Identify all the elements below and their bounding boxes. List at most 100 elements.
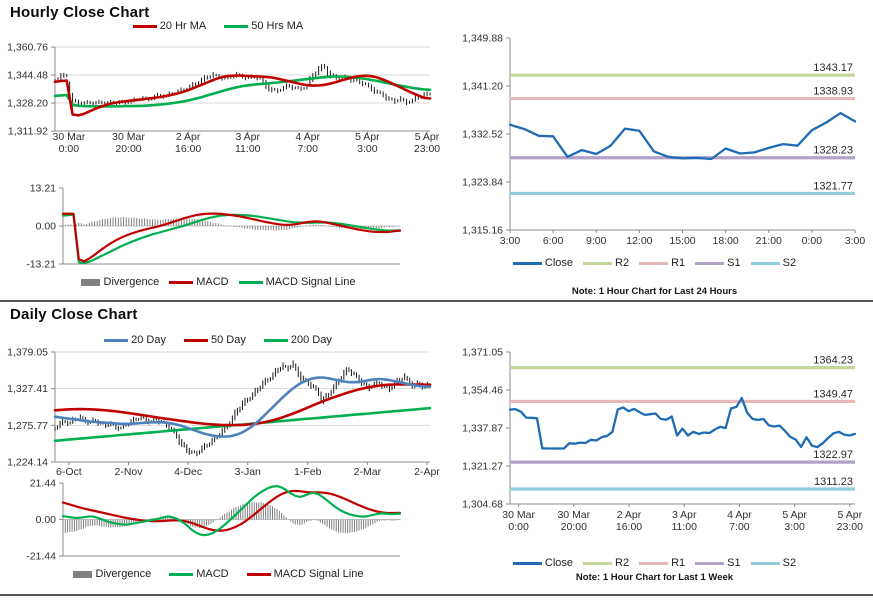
x-axis-tick-label: 5 Apr bbox=[415, 131, 440, 143]
y-axis-tick-label: 1,328.20 bbox=[7, 98, 48, 110]
legend-item-s1: S1 bbox=[695, 257, 741, 269]
y-axis-tick-label: -13.21 bbox=[26, 259, 56, 271]
y-axis-tick-label: 1,321.27 bbox=[462, 461, 503, 473]
x-axis-tick-label: 3:00 bbox=[845, 235, 866, 247]
close-swatch-icon bbox=[512, 261, 542, 265]
pivot-label-s2: 1311.23 bbox=[814, 476, 853, 488]
legend-label: Divergence bbox=[95, 568, 152, 580]
y-axis-tick-label: 1,332.52 bbox=[462, 129, 503, 141]
legend-item-r2: R2 bbox=[583, 257, 629, 269]
x-axis-tick-label: 11:00 bbox=[235, 143, 261, 155]
macd-swatch-icon bbox=[169, 280, 194, 284]
y-axis-tick-label: 1,360.76 bbox=[7, 42, 48, 54]
x-axis-tick-label: 0:00 bbox=[802, 235, 823, 247]
legend-item-20day: 20 Day bbox=[104, 334, 166, 346]
hourly-section-title: Hourly Close Chart bbox=[10, 4, 150, 21]
y-axis-tick-label: 1,371.05 bbox=[462, 347, 503, 359]
x-axis-tick-label: 20:00 bbox=[561, 521, 587, 533]
daily-macd-chart: 21.44 0.00 -21.44 bbox=[26, 478, 402, 563]
close-line bbox=[508, 111, 857, 161]
legend-label: Close bbox=[544, 557, 574, 569]
legend-item-50hr-ma: 50 Hrs MA bbox=[224, 20, 303, 32]
legend-label: R2 bbox=[615, 557, 630, 569]
x-axis-tick-label: 3:00 bbox=[357, 143, 378, 155]
x-axis-tick-label: 23:00 bbox=[414, 143, 440, 155]
x-axis-tick-label: 18:00 bbox=[712, 235, 738, 247]
legend-label: MACD bbox=[196, 568, 229, 580]
pivot-24h-legend: Close R2 R1 S1 S2 bbox=[436, 257, 873, 269]
x-axis-tick-label: 21:00 bbox=[756, 235, 782, 247]
daily-macd-legend: Divergence MACD MACD Signal Line bbox=[0, 568, 436, 580]
legend-label: 50 Day bbox=[211, 334, 246, 346]
legend-label: S1 bbox=[727, 557, 741, 569]
x-axis-tick-label: 7:00 bbox=[729, 521, 750, 533]
x-axis-tick-label: 9:00 bbox=[586, 235, 607, 247]
pivot-label-r1: 1349.47 bbox=[813, 388, 853, 400]
x-axis-tick-label: 6-Oct bbox=[56, 466, 82, 478]
pivot-label-s1: 1322.97 bbox=[813, 449, 853, 461]
20day-swatch-icon bbox=[104, 338, 129, 342]
y-axis-tick-label: 21.44 bbox=[30, 478, 56, 490]
pivot-1week-note: Note: 1 Hour Chart for Last 1 Week bbox=[575, 572, 734, 583]
legend-item-s2: S2 bbox=[750, 557, 796, 569]
x-axis-tick-label: 2 Apr bbox=[176, 131, 201, 143]
y-axis-tick-label: 0.00 bbox=[36, 514, 57, 526]
legend-item-s2: S2 bbox=[750, 257, 796, 269]
x-axis-tick-label: 1-Feb bbox=[294, 466, 322, 478]
r1-swatch-icon bbox=[639, 261, 669, 265]
x-axis-tick-label: 0:00 bbox=[59, 143, 80, 155]
50hr-ma-swatch-icon bbox=[224, 24, 249, 28]
y-axis-tick-label: 1,379.05 bbox=[7, 347, 48, 359]
daily-ma-legend: 20 Day 50 Day 200 Day bbox=[0, 334, 436, 346]
x-axis-tick-label: 3 Apr bbox=[672, 509, 697, 521]
hourly-macd-chart: 13.21 0.00 -13.21 bbox=[26, 183, 402, 271]
macd-line bbox=[61, 212, 402, 263]
x-axis-tick-label: 4 Apr bbox=[295, 131, 320, 143]
pivot-24h-note: Note: 1 Hour Chart for Last 24 Hours bbox=[571, 286, 738, 297]
legend-item-50day: 50 Day bbox=[184, 334, 246, 346]
x-axis-tick-label: 23:00 bbox=[837, 521, 863, 533]
y-axis-tick-label: 1,323.84 bbox=[462, 177, 503, 189]
x-axis-tick-label: 2-Apr bbox=[414, 466, 440, 478]
macd-swatch-icon bbox=[169, 572, 194, 576]
y-axis-tick-label: 13.21 bbox=[30, 183, 56, 195]
ma-line bbox=[53, 376, 432, 438]
close-line bbox=[508, 396, 857, 450]
x-axis-tick-label: 12:00 bbox=[626, 235, 652, 247]
ma-line bbox=[53, 75, 432, 108]
legend-item-macd-signal: MACD Signal Line bbox=[238, 276, 356, 288]
section-divider bbox=[0, 300, 873, 302]
x-axis-tick-label: 5 Apr bbox=[838, 509, 863, 521]
20hr-ma-swatch-icon bbox=[132, 24, 157, 28]
x-axis-tick-label: 2 Apr bbox=[617, 509, 642, 521]
r2-swatch-icon bbox=[583, 261, 613, 265]
legend-item-s1: S1 bbox=[695, 557, 741, 569]
y-axis-tick-label: 1,275.77 bbox=[7, 420, 48, 432]
legend-item-r1: R1 bbox=[639, 557, 685, 569]
legend-item-close: Close bbox=[512, 257, 573, 269]
hourly-ma-legend: 20 Hr MA 50 Hrs MA bbox=[0, 20, 436, 32]
legend-item-divergence: Divergence bbox=[80, 276, 160, 288]
hourly-price-chart: 1,360.761,344.481,328.201,311.92 30 Mar0:… bbox=[7, 42, 440, 156]
r1-swatch-icon bbox=[639, 561, 669, 565]
macd-signal-swatch-icon bbox=[238, 280, 263, 284]
y-axis-tick-label: 1,311.92 bbox=[8, 126, 48, 138]
legend-label: R1 bbox=[671, 557, 686, 569]
y-axis-tick-label: 1,224.14 bbox=[7, 457, 48, 469]
y-axis-tick-label: 1,304.68 bbox=[462, 499, 503, 511]
x-axis-tick-label: 15:00 bbox=[669, 235, 695, 247]
pivot-label-s2: 1321.77 bbox=[813, 180, 853, 192]
bottom-divider bbox=[0, 594, 873, 596]
legend-label: MACD bbox=[196, 276, 229, 288]
x-axis-tick-label: 3:00 bbox=[500, 235, 521, 247]
x-axis-tick-label: 16:00 bbox=[616, 521, 642, 533]
legend-item-macd: MACD bbox=[169, 276, 229, 288]
legend-label: 20 Day bbox=[131, 334, 166, 346]
x-axis-tick-label: 4 Apr bbox=[727, 509, 752, 521]
x-axis-tick-label: 11:00 bbox=[671, 521, 697, 533]
y-axis-tick-label: 1,315.16 bbox=[462, 225, 503, 237]
x-axis-tick-label: 3 Apr bbox=[235, 131, 260, 143]
legend-label: MACD Signal Line bbox=[265, 276, 356, 288]
s1-swatch-icon bbox=[695, 561, 725, 565]
legend-label: Divergence bbox=[103, 276, 160, 288]
